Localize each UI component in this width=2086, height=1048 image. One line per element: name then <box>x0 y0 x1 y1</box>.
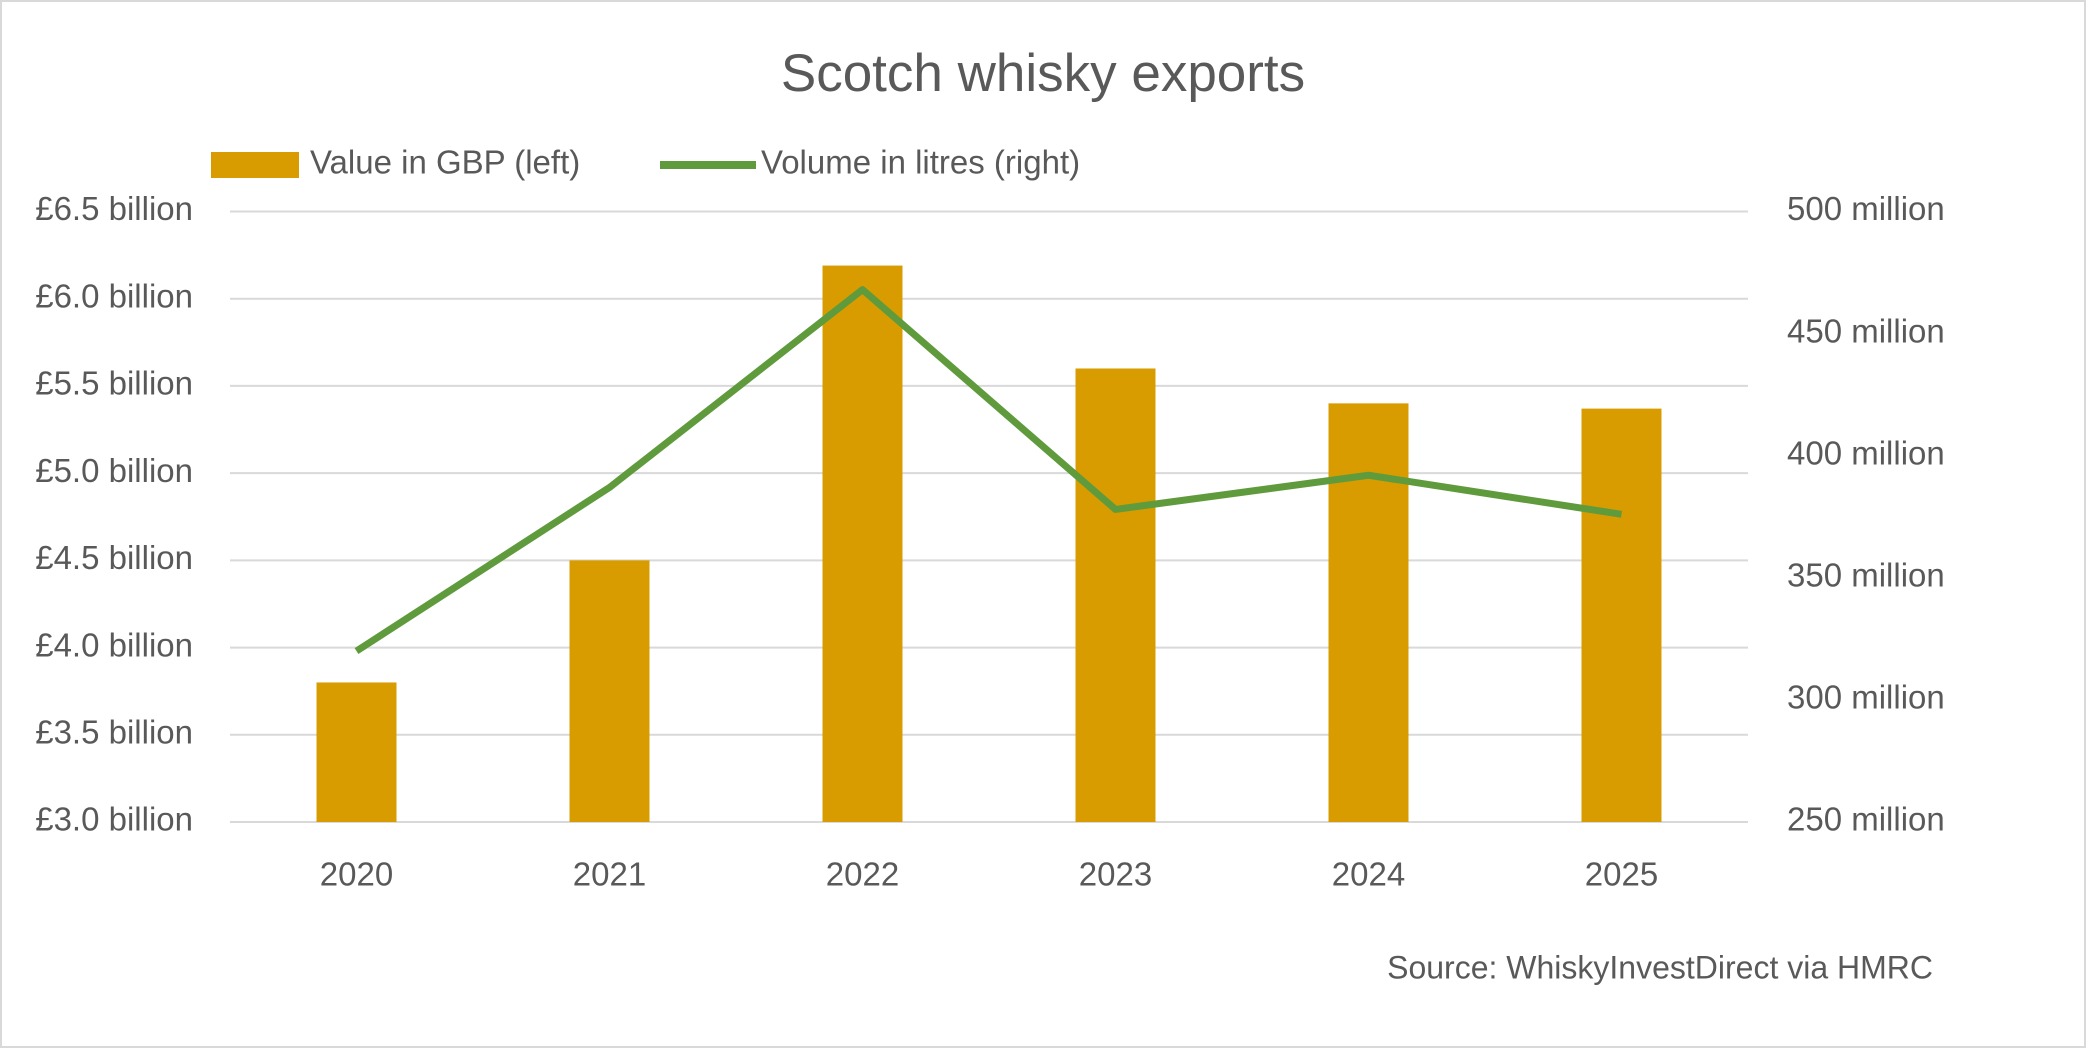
bar <box>1328 403 1409 822</box>
y2-tick-label: 450 million <box>1787 312 1945 349</box>
source-note: Source: WhiskyInvestDirect via HMRC <box>1387 949 1933 985</box>
x-tick-label: 2022 <box>826 856 899 893</box>
y-tick-label: £3.0 billion <box>35 801 193 838</box>
y2-tick-label: 500 million <box>1787 190 1945 227</box>
y-tick-label: £6.5 billion <box>35 190 193 227</box>
chart-title: Scotch whisky exports <box>781 44 1305 103</box>
y-tick-label: £4.5 billion <box>35 539 193 576</box>
x-tick-label: 2024 <box>1332 856 1405 893</box>
x-tick-label: 2020 <box>320 856 393 893</box>
y2-tick-label: 250 million <box>1787 801 1945 838</box>
legend-swatch <box>211 152 299 178</box>
line <box>354 286 1623 654</box>
legend-label: Value in GBP (left) <box>310 144 580 181</box>
y-tick-label: £3.5 billion <box>35 714 193 751</box>
y2-tick-label: 350 million <box>1787 557 1945 594</box>
bar <box>822 265 903 822</box>
x-tick-label: 2025 <box>1585 856 1658 893</box>
bar <box>1075 368 1156 822</box>
bar <box>316 682 397 822</box>
y-tick-label: £5.5 billion <box>35 365 193 402</box>
y2-tick-label: 400 million <box>1787 434 1945 471</box>
y-tick-label: £4.0 billion <box>35 626 193 663</box>
legend-label: Volume in litres (right) <box>761 144 1080 181</box>
x-tick-label: 2021 <box>573 856 646 893</box>
bar <box>1581 408 1662 822</box>
y2-tick-label: 300 million <box>1787 679 1945 716</box>
x-tick-label: 2023 <box>1079 856 1152 893</box>
bar <box>569 560 650 822</box>
y-tick-label: £5.0 billion <box>35 452 193 489</box>
y-tick-label: £6.0 billion <box>35 277 193 314</box>
